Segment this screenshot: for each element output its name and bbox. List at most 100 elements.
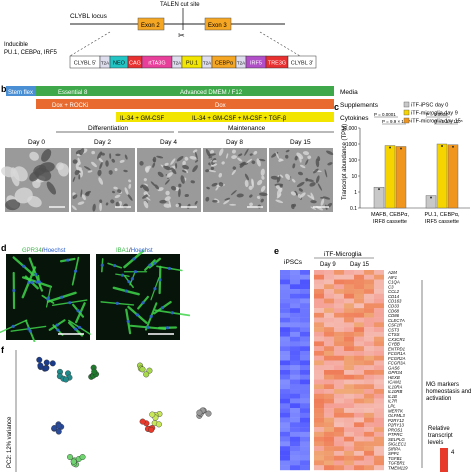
colorscale-max: 4: [451, 450, 455, 456]
gene-label-gpr34: GPR34: [388, 370, 403, 375]
mg-label-2: homeostasis and: [426, 389, 471, 395]
mg-label-3: activation: [426, 396, 451, 402]
pca-point-49: [55, 422, 62, 429]
media-bar-dmem-label: Advanced DMEM / F12: [180, 90, 243, 96]
panel-d-letter: d: [1, 243, 7, 253]
chart-c-annotation-1: P = 9.9 × 10⁻⁵: [382, 119, 411, 124]
cassette-label-0-clybl-5: CLYBL 5': [74, 61, 96, 67]
supp-bar-dox-rocki: [36, 99, 116, 109]
cyto-bar-2: [176, 112, 334, 122]
gene-label-il10rb: IL10RB: [388, 389, 402, 394]
gene-label-cx3cr1: CX3CR1: [388, 337, 406, 342]
day9-header: Day 9: [320, 262, 336, 268]
pca-point-30: [149, 411, 156, 418]
chart-c-annotation-3: P = 5.1 × 10⁻⁵: [434, 119, 463, 124]
pca-point-13: [62, 376, 69, 383]
cassette-label-4-rtta3g: rtTA3G: [148, 61, 165, 67]
gene-label-ccl2: CCL2: [388, 289, 400, 294]
scale-label-1: Relative: [428, 426, 450, 432]
pca-point-2: [43, 359, 50, 366]
cassette-label-9-t2a: T2A: [237, 61, 245, 66]
gene-label-fcgr1a: FCGR1A: [388, 351, 406, 356]
chart-c-xlabel-0-1: IRF8 cassette: [373, 219, 407, 225]
chart-c-legend-swatch-0: [403, 101, 410, 108]
pca-ylabel: PC2: 12% variance: [7, 416, 13, 468]
inducible-label-1: Inducible: [4, 42, 29, 48]
day-label-0: Day 0: [28, 139, 45, 146]
inducible-label-2: PU.1, CEBPα, IRF5: [4, 50, 57, 56]
gene-label-cd163: CD163: [388, 299, 402, 304]
cassette-label-2-neo: NEO: [113, 61, 126, 67]
gene-label-p2ry12: P2RY12: [388, 418, 404, 423]
gene-label-cd14: CD14: [388, 294, 400, 299]
scale-label-3: levels: [428, 440, 443, 446]
clybl-locus-label: CLYBL locus: [70, 13, 108, 20]
chart-c-xlabel-0-0: MAFB, CEBPα,: [371, 212, 409, 218]
pca-point-47: [55, 428, 62, 435]
heatmap-cells: [280, 270, 384, 471]
gene-label-selplg: SELPLG: [388, 437, 405, 442]
talen-cut-label: TALEN cut site: [160, 2, 200, 8]
micrograph-row: [1, 148, 334, 212]
cassette-label-1-t2a: T2A: [101, 61, 109, 66]
gene-label-siglec1: SIGLEC1: [388, 442, 407, 447]
pca-points: [36, 356, 212, 468]
gene-label-csf1r: CSF1R: [388, 323, 402, 328]
chart-c-ytick-5: 0.1: [350, 206, 357, 212]
cyto-bar-1-label: IL-34 + GM-CSF: [120, 116, 165, 122]
cyto-bar-2-label: IL-34 + GM-CSF + M-CSF + TGF-β: [192, 116, 287, 122]
supp-bar-dox: [116, 99, 334, 109]
chart-c-legend-label-0: iTF-iPSC day 0: [411, 103, 448, 109]
iba1-label-b: Hoechst: [131, 248, 153, 254]
panel-d-fluorescence: d GPR34/Hoechst IBA1/Hoechst: [0, 243, 190, 342]
supp-bar-dox-label: Dox: [215, 103, 226, 109]
media-bar-stemflex: [6, 86, 36, 96]
chart-c-annotation-2: P = 0.0002: [426, 112, 448, 117]
chart-c-bar-0-1: [384, 145, 396, 209]
cassette-label-8-cebp: CEBPα: [215, 61, 234, 67]
chart-c-bar-0-0: [373, 186, 385, 209]
gene-label-fcgr3a: FCGR3A: [388, 361, 406, 366]
gene-label-il10ra: IL10RA: [388, 384, 402, 389]
gene-label-aif1: AIF1: [387, 275, 398, 280]
cassette-row: CLYBL 5' T2A NEO CAG rtTA3G T2A PU.1 T2A CEBPα T2…: [69, 55, 317, 69]
exon2-box: [137, 17, 165, 31]
gene-label-a2m: A2M: [387, 270, 397, 275]
media-row-label: Media: [340, 89, 358, 96]
chart-c-bar-1-2: [447, 144, 459, 209]
differentiation-label: Differentiation: [88, 125, 128, 132]
gene-label-ctss: CTSS: [388, 332, 400, 337]
pca-point-34: [148, 426, 155, 433]
exon3-label: Exon 3: [208, 23, 227, 29]
colorscale-bar: [440, 448, 448, 472]
gene-label-lpl: LPL: [388, 403, 396, 408]
gene-label-hexb: HEXB: [388, 375, 400, 380]
media-bar-e8-label: Essential 8: [58, 90, 88, 96]
gene-label-pros1: PROS1: [388, 427, 403, 432]
day-label-15: Day 15: [290, 139, 311, 146]
chart-c-point-0-1: [389, 146, 391, 149]
gene-label-cd33: CD33: [388, 303, 400, 308]
gene-label-clec7a: CLEC7A: [388, 318, 405, 323]
iba1-label-a: IBA1: [116, 248, 130, 254]
pca-point-3: [36, 356, 43, 363]
chart-c-ylabel: Transcript abundance (TPM): [342, 124, 348, 200]
panel-f-pca: f PC2: 12% variance: [1, 345, 212, 472]
chart-c-legend-swatch-1: [403, 109, 410, 116]
panel-a-construct-diagram: CLYBL locus TALEN cut site Exon 2 Exon 3…: [4, 2, 317, 69]
gene-label-cd86: CD86: [388, 313, 400, 318]
maintenance-label: Maintenance: [228, 125, 266, 132]
pca-point-36: [139, 418, 146, 425]
cassette-label-7-t2a: T2A: [203, 61, 211, 66]
gene-label-olfml3: OLFML3: [388, 413, 405, 418]
supplements-row-label: Supplements: [340, 102, 379, 109]
media-bar-e8: [36, 86, 116, 96]
cyto-bar-1: [116, 112, 176, 122]
chart-c-point-0-2: [400, 147, 402, 150]
chart-c-legend-label-1: iTF-microglia day 9: [411, 111, 458, 117]
pca-point-54: [79, 454, 86, 461]
pca-point-4: [49, 360, 56, 367]
insert-right-dash: [259, 31, 301, 57]
gene-label-tgfb1: TGFB1: [388, 456, 402, 461]
gene-label-cybb: CYBB: [388, 342, 400, 347]
